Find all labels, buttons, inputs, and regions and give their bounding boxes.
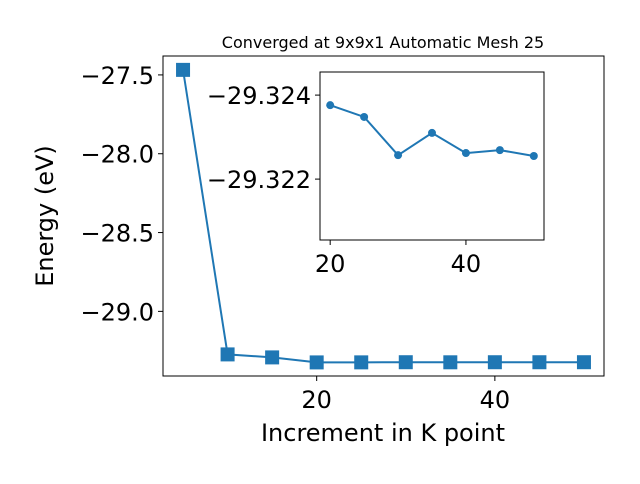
y-tick-label: −28.5 — [80, 220, 154, 248]
marker — [265, 350, 280, 365]
marker — [309, 355, 324, 370]
y-tick-label: −29.324 — [207, 82, 311, 110]
marker — [220, 347, 235, 362]
marker — [495, 146, 504, 155]
y-tick-label: −28.0 — [80, 141, 154, 169]
marker — [398, 355, 413, 370]
marker — [394, 151, 403, 160]
marker — [326, 101, 335, 110]
marker — [532, 355, 547, 370]
marker — [461, 149, 470, 158]
y-tick-label: −29.0 — [80, 298, 154, 326]
plot-area — [319, 71, 545, 241]
x-tick-label: 20 — [301, 386, 332, 414]
marker — [487, 355, 502, 370]
chart-title: Converged at 9x9x1 Automatic Mesh 25 — [222, 33, 544, 52]
y-axis-label: Energy (eV) — [31, 145, 59, 287]
x-tick-label: 40 — [451, 250, 482, 278]
marker — [428, 128, 436, 137]
marker — [529, 152, 538, 160]
y-tick-label: −27.5 — [80, 62, 154, 90]
marker — [360, 112, 369, 121]
marker — [176, 62, 191, 77]
marker — [354, 355, 369, 370]
marker — [443, 355, 458, 370]
x-axis-label: Increment in K point — [261, 419, 505, 447]
x-tick-label: 40 — [480, 386, 511, 414]
marker — [576, 355, 591, 370]
y-tick-label: −29.322 — [207, 166, 311, 194]
x-tick-label: 20 — [315, 250, 346, 278]
line — [182, 69, 584, 364]
